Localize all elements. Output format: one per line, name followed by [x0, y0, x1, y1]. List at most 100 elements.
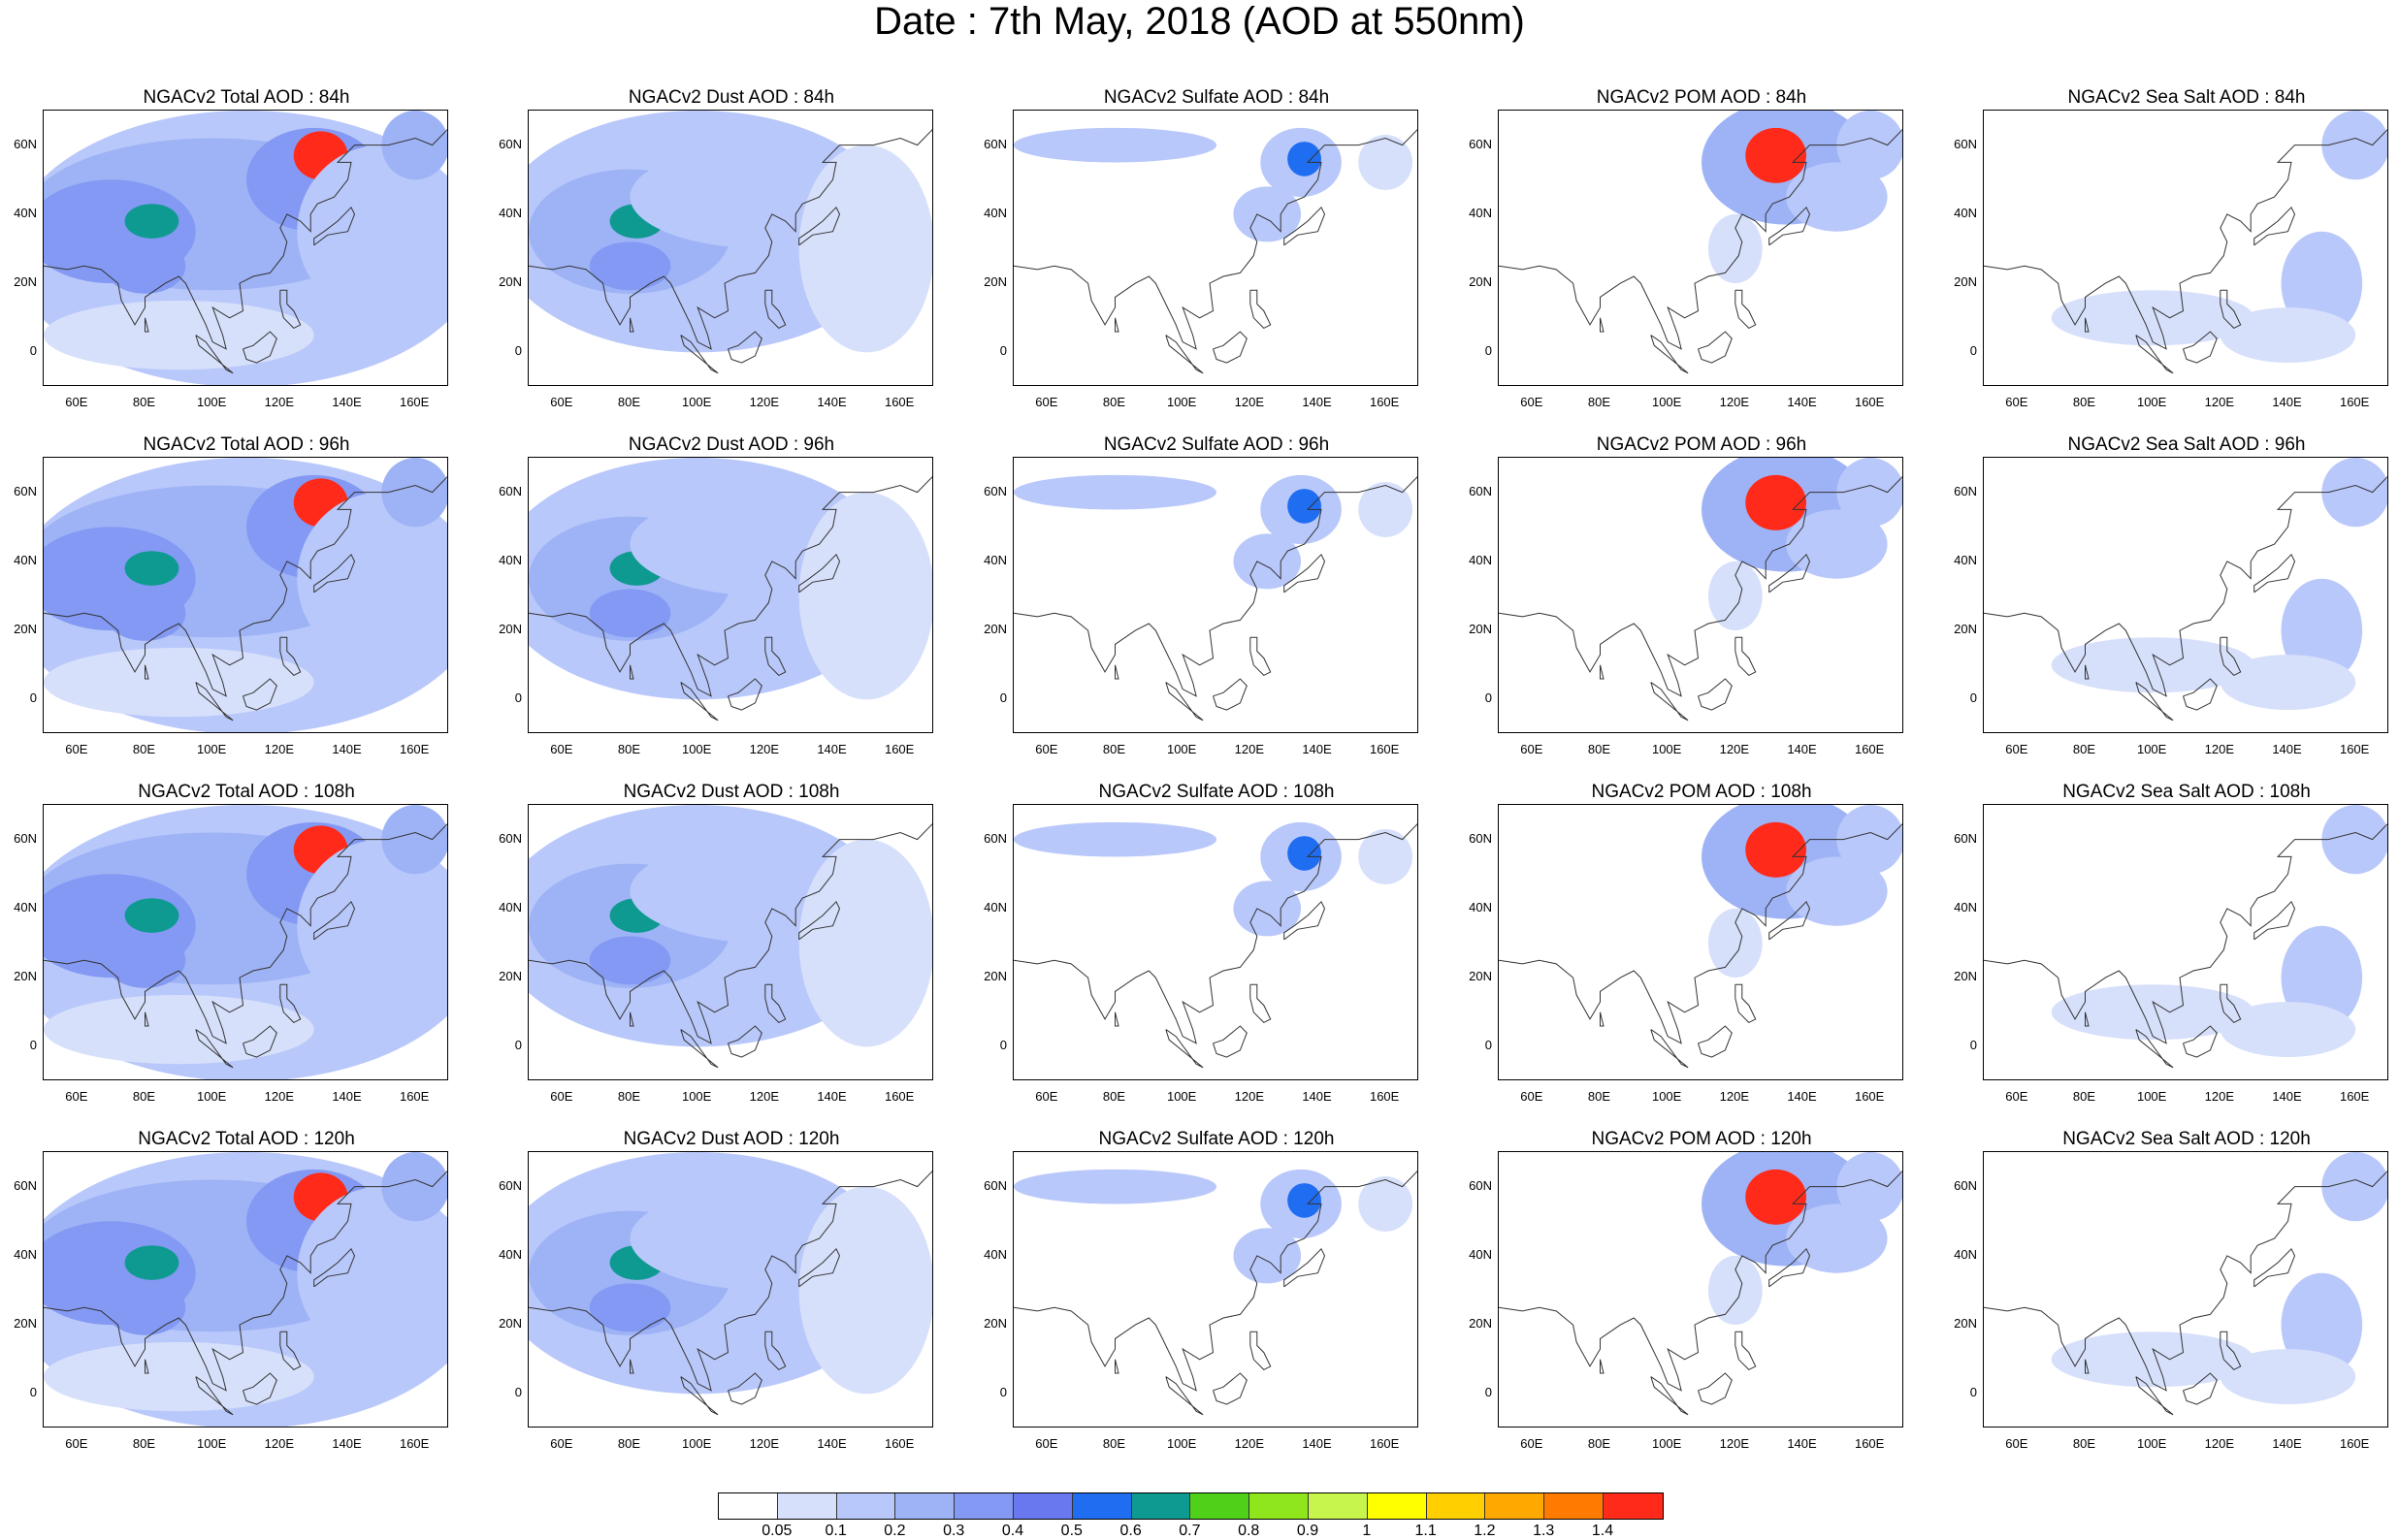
island-outline [279, 289, 302, 330]
lon-tick-label: 60E [1520, 742, 1543, 756]
island-outline [279, 983, 302, 1024]
island-outline [2085, 1011, 2090, 1027]
lon-tick-label: 100E [2136, 1089, 2167, 1104]
lon-tick-label: 140E [1787, 742, 1817, 756]
lon-tick-label: 120E [749, 1089, 780, 1104]
colorbar-label: 1.4 [1591, 1523, 1614, 1539]
lon-tick-label: 120E [1719, 1089, 1750, 1104]
lat-tick-label: 40N [984, 552, 1007, 567]
lat-tick-label: 20N [1469, 1316, 1492, 1331]
coastline [1499, 823, 1902, 1044]
map-panel-seasalt-84h: NGACv2 Sea Salt AOD : 84h 60N 40N 20N 0 60E 80… [1940, 87, 2399, 434]
lon-tick-label: 120E [2204, 1089, 2235, 1104]
aod-shading [44, 1152, 447, 1427]
colorbar-swatch [719, 1493, 778, 1519]
map-panel-dust-108h: NGACv2 Dust AOD : 108h 60N 40N 20N 0 60E 80E 10… [485, 782, 970, 1129]
island-outline [764, 1331, 787, 1371]
map-panel-dust-84h: NGACv2 Dust AOD : 84h 60N 40N 20N 0 60E 80E 100… [485, 87, 970, 434]
coastline [529, 823, 932, 1044]
coastline [1499, 1171, 1902, 1392]
aod-blob [297, 492, 447, 665]
map-frame [43, 804, 448, 1080]
colorbar-swatch [1190, 1493, 1250, 1519]
lon-tick-label: 160E [884, 742, 915, 756]
aod-blob [1786, 509, 1888, 579]
lon-tick-label: 160E [884, 395, 915, 409]
coastline [1984, 129, 2387, 350]
colorbar-swatch [1249, 1493, 1309, 1519]
aod-blob [124, 1245, 179, 1280]
aod-field-map [44, 1152, 447, 1427]
aod-field-map [529, 1152, 932, 1416]
colorbar-swatch [1131, 1493, 1191, 1519]
island-outline [2220, 289, 2242, 330]
lon-tick-label: 60E [1520, 395, 1543, 409]
panel-title: NGACv2 Sea Salt AOD : 84h [2067, 87, 2306, 108]
lon-tick-label: 80E [1587, 1089, 1611, 1104]
aod-field-map [1014, 474, 1417, 722]
colorbar-label: 0.8 [1238, 1523, 1260, 1539]
island-outline [2135, 682, 2174, 722]
lat-tick-label: 20N [14, 1316, 37, 1331]
aod-shading [1702, 458, 1902, 631]
lat-tick-label: 40N [984, 1246, 1007, 1262]
lat-tick-label: 40N [14, 205, 37, 220]
island-outline [1734, 983, 1757, 1024]
aod-shading [1702, 1152, 1902, 1326]
lon-tick-label: 140E [332, 1436, 362, 1451]
island-outline [1734, 636, 1757, 677]
island-outline [1249, 289, 1272, 330]
aod-shading [44, 458, 447, 732]
panel-title: NGACv2 Dust AOD : 84h [628, 87, 835, 108]
aod-shading [2051, 1152, 2387, 1405]
lon-tick-label: 100E [1651, 395, 1682, 409]
lon-tick-label: 60E [1520, 1089, 1543, 1104]
lon-tick-label: 160E [1854, 1436, 1885, 1451]
lon-tick-label: 100E [196, 1436, 227, 1451]
aod-field-map [1499, 458, 1902, 722]
panel-title: NGACv2 Total AOD : 108h [138, 782, 355, 802]
aod-blob [798, 839, 932, 1047]
aod-blob [1836, 458, 1902, 528]
aod-blob [1786, 162, 1888, 232]
colorbar-swatch [1603, 1493, 1663, 1519]
lon-tick-label: 80E [132, 742, 156, 756]
colorbar-label: 0.05 [762, 1523, 793, 1539]
lon-tick-label: 140E [332, 1089, 362, 1104]
map-panel-total-120h: NGACv2 Total AOD : 120h 60N 40N 20N 0 60E 80E 1… [0, 1129, 485, 1476]
aod-shading [2051, 805, 2387, 1058]
lon-tick-label: 140E [817, 1436, 847, 1451]
island-outline [2253, 900, 2296, 941]
lon-tick-label: 160E [2339, 395, 2370, 409]
colorbar-swatch [777, 1493, 837, 1519]
panel-title: NGACv2 POM AOD : 84h [1596, 87, 1807, 108]
lat-tick-label: 0 [29, 690, 37, 706]
island-outline [1213, 1372, 1248, 1405]
panel-title: NGACv2 Sulfate AOD : 108h [1098, 782, 1335, 802]
island-outline [2085, 1359, 2090, 1374]
lat-tick-label: 60N [1469, 1177, 1492, 1193]
panel-title: NGACv2 Total AOD : 84h [143, 87, 350, 108]
aod-field-map [1014, 1169, 1417, 1416]
lon-tick-label: 160E [1854, 1089, 1885, 1104]
aod-blob [1287, 142, 1321, 176]
island-outline [798, 1247, 841, 1288]
lon-tick-label: 60E [550, 742, 573, 756]
island-outline [1768, 553, 1811, 594]
map-frame [1498, 110, 1903, 386]
island-outline [1249, 636, 1272, 677]
aod-shading [1014, 821, 1413, 937]
island-outline [2085, 317, 2090, 333]
aod-shading [2051, 111, 2387, 364]
island-outline [1650, 1029, 1689, 1069]
coastline [1014, 1171, 1417, 1392]
lat-tick-label: 60N [14, 136, 37, 151]
island-outline [313, 1247, 356, 1288]
aod-blob [104, 585, 186, 641]
island-outline [1115, 664, 1119, 680]
lon-tick-label: 100E [1651, 1436, 1682, 1451]
island-outline [798, 553, 841, 594]
aod-field-map [44, 458, 447, 732]
map-panel-total-108h: NGACv2 Total AOD : 108h 60N 40N 20N 0 60E 80E 1… [0, 782, 485, 1129]
aod-blob [1836, 111, 1902, 180]
